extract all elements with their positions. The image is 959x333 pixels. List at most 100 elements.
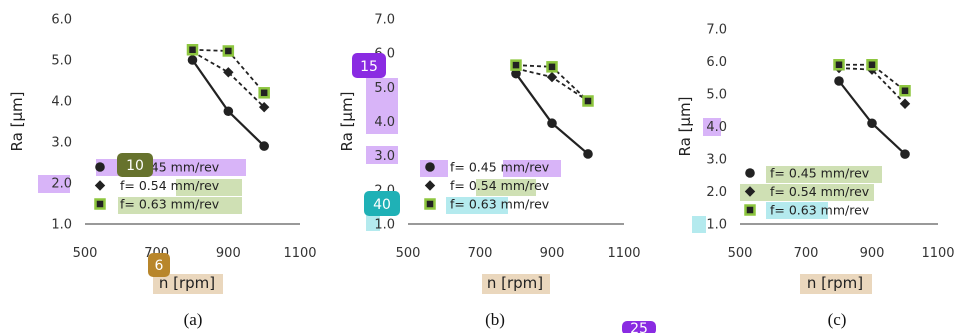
marker-square xyxy=(744,204,756,216)
x-tick-label: 500 xyxy=(396,246,421,261)
marker-square xyxy=(582,95,594,107)
marker-square xyxy=(94,198,106,210)
legend-label: f= 0.54 mm/rev xyxy=(450,178,550,193)
highlight-box xyxy=(38,175,70,193)
panel-label-a: (a) xyxy=(184,310,203,329)
legend-label: f= 0.45 mm/rev xyxy=(770,166,870,181)
y-axis-title: Ra [µm] xyxy=(8,92,26,152)
highlight-box xyxy=(766,202,828,219)
marker-square xyxy=(222,45,235,57)
y-tick-label: 4.0 xyxy=(374,115,395,130)
legend-label: f= 0.45 mm/rev xyxy=(450,160,550,175)
marker-circle xyxy=(583,149,593,159)
badge-6: 6 xyxy=(148,253,170,277)
y-tick-label: 3.0 xyxy=(51,136,72,151)
series-line-1 xyxy=(838,80,906,155)
x-axis-title: n [rpm] xyxy=(487,274,543,292)
x-tick-label: 1100 xyxy=(607,246,640,261)
y-tick-label: 5.0 xyxy=(374,81,395,96)
y-tick-label: 2.0 xyxy=(706,185,727,200)
y-axis-title: Ra [µm] xyxy=(338,92,356,152)
captions-layer: (a) (b) (c) xyxy=(184,310,847,329)
legend-label: f= 0.54 mm/rev xyxy=(120,178,220,193)
highlight-box xyxy=(118,197,242,214)
marker-square xyxy=(899,85,911,97)
marker-square xyxy=(546,61,558,73)
marker-diamond xyxy=(744,186,756,197)
series-line-1 xyxy=(515,73,589,155)
badge-15-text: 15 xyxy=(360,59,378,75)
highlight-box xyxy=(476,179,536,196)
x-tick-label: 900 xyxy=(216,246,241,261)
marker-square xyxy=(866,59,878,71)
highlight-box xyxy=(176,179,242,196)
badge-25-text: 25 xyxy=(630,321,648,333)
marker-circle xyxy=(834,76,844,86)
y-tick-label: 5.0 xyxy=(51,54,72,69)
y-axis-title: Ra [µm] xyxy=(676,97,694,157)
series-line-3 xyxy=(839,63,906,92)
x-tick-label: 700 xyxy=(468,246,493,261)
y-tick-label: 3.0 xyxy=(374,149,395,164)
badge-10: 10 xyxy=(117,153,153,177)
badge-10-text: 10 xyxy=(126,158,144,174)
y-tick-label: 6.0 xyxy=(706,55,727,70)
marker-circle xyxy=(187,55,198,65)
y-tick-label: 4.0 xyxy=(51,95,72,110)
highlight-box xyxy=(366,146,398,164)
marker-circle xyxy=(259,141,269,151)
highlight-box xyxy=(482,274,550,294)
marker-circle xyxy=(900,149,910,159)
highlight-box xyxy=(800,274,872,294)
x-tick-label: 1100 xyxy=(283,246,316,261)
x-tick-label: 1100 xyxy=(921,246,954,261)
highlight-box xyxy=(740,184,874,201)
marker-diamond xyxy=(424,180,436,191)
legend-label: f= 0.63 mm/rev xyxy=(120,197,220,212)
series-line-2 xyxy=(838,67,906,105)
chart-panel-3: 1.0 2.0 3.0 4.0 5.0 6.0 7.0 500 700 900 1100 n [rpm… xyxy=(676,23,955,293)
badge-15: 15 xyxy=(352,53,386,78)
legend-label: f= 0.63 mm/rev xyxy=(450,197,550,212)
marker-diamond xyxy=(899,98,911,109)
y-tick-label: 1.0 xyxy=(706,218,727,233)
x-axis-title: n [rpm] xyxy=(159,274,215,292)
y-tick-label: 6.0 xyxy=(51,13,72,28)
badge-15-bg xyxy=(352,53,386,78)
legend-label: f= 0.54 mm/rev xyxy=(770,184,870,199)
x-tick-label: 900 xyxy=(860,246,885,261)
marker-circle xyxy=(425,162,435,172)
highlight-box xyxy=(366,215,380,231)
y-tick-label: 7.0 xyxy=(706,23,727,38)
y-tick-label: 4.0 xyxy=(706,120,727,135)
marker-diamond xyxy=(258,101,270,113)
badge-40: 40 xyxy=(364,191,400,216)
marker-diamond xyxy=(223,67,234,78)
panel-label-c: (c) xyxy=(828,310,847,329)
highlight-box xyxy=(366,78,398,134)
badge-6-bg xyxy=(148,253,170,277)
x-tick-label: 500 xyxy=(728,246,753,261)
marker-circle xyxy=(867,118,877,129)
badge-6-text: 6 xyxy=(155,258,164,274)
badge-10-bg xyxy=(117,153,153,177)
highlight-box xyxy=(153,274,223,294)
marker-square xyxy=(510,59,522,71)
highlight-layer xyxy=(38,78,882,294)
y-tick-label: 5.0 xyxy=(706,88,727,103)
highlight-box xyxy=(766,166,882,183)
marker-circle xyxy=(547,118,557,129)
badge-25: 25 xyxy=(622,321,656,333)
badge-40-text: 40 xyxy=(373,197,391,213)
y-tick-label: 7.0 xyxy=(374,13,395,28)
x-tick-label: 700 xyxy=(794,246,819,261)
y-tick-label: 1.0 xyxy=(51,218,72,233)
marker-square xyxy=(258,87,270,99)
y-tick-label: 2.0 xyxy=(51,177,72,192)
highlight-box xyxy=(503,160,561,177)
marker-circle xyxy=(95,162,105,172)
x-tick-label: 900 xyxy=(540,246,565,261)
